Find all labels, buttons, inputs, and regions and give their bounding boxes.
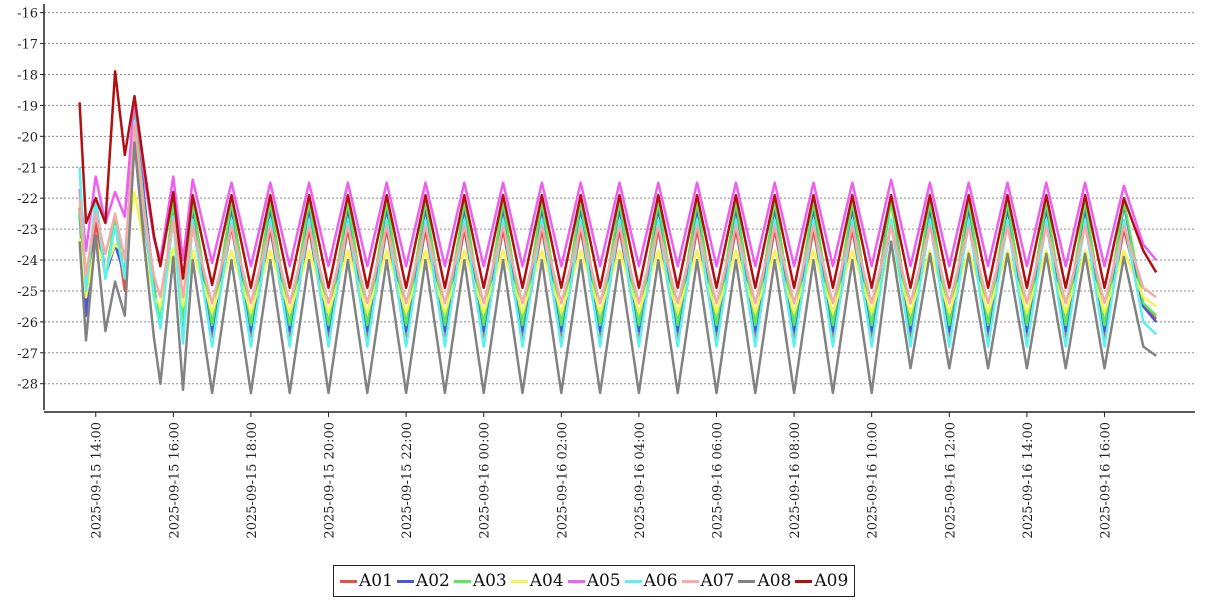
series-layer xyxy=(78,70,1158,395)
series-line-a08 xyxy=(78,141,1157,395)
y-tick-label: -27 xyxy=(17,347,38,362)
x-tick-label: 2025-09-15 20:00 xyxy=(323,422,338,539)
legend-swatch xyxy=(624,579,642,583)
x-tick-label: 2025-09-16 04:00 xyxy=(633,422,648,539)
legend-label: A08 xyxy=(757,571,792,591)
legend-swatch xyxy=(567,579,585,583)
legend-label: A07 xyxy=(700,571,735,591)
legend-swatch xyxy=(510,579,528,583)
y-tick-label: -16 xyxy=(17,7,38,22)
legend-label: A09 xyxy=(814,571,849,591)
legend-item-a07: A07 xyxy=(681,571,735,591)
y-tick-label: -25 xyxy=(17,285,38,300)
legend-swatch xyxy=(681,579,699,583)
legend-item-a05: A05 xyxy=(567,571,621,591)
x-tick-label: 2025-09-16 16:00 xyxy=(1098,422,1113,539)
legend-label: A05 xyxy=(586,571,621,591)
legend-label: A02 xyxy=(415,571,450,591)
y-tick-label: -23 xyxy=(17,223,38,238)
x-tick-label: 2025-09-16 00:00 xyxy=(478,422,493,539)
x-tick-label: 2025-09-16 06:00 xyxy=(710,422,725,539)
legend: A01 A02 A03 A04 A05 A06 A07 A08 A09 xyxy=(333,565,856,597)
legend-item-a01: A01 xyxy=(340,571,393,591)
x-tick-label: 2025-09-16 08:00 xyxy=(788,422,803,539)
legend-label: A03 xyxy=(472,571,507,591)
x-tick-label: 2025-09-15 22:00 xyxy=(400,422,415,539)
x-tick-label: 2025-09-16 12:00 xyxy=(943,422,958,539)
legend-label: A04 xyxy=(529,571,564,591)
legend-swatch xyxy=(738,579,756,583)
series-line-a09 xyxy=(78,70,1158,290)
legend-label: A06 xyxy=(643,571,678,591)
x-tick-label: 2025-09-15 18:00 xyxy=(245,422,260,539)
y-tick-label: -24 xyxy=(17,254,38,269)
legend-item-a09: A09 xyxy=(795,571,848,591)
legend-item-a06: A06 xyxy=(624,571,678,591)
legend-swatch xyxy=(340,579,357,583)
y-tick-label: -20 xyxy=(17,130,38,145)
x-tick-label: 2025-09-15 16:00 xyxy=(167,422,182,539)
series-line-a05 xyxy=(78,97,1158,268)
y-tick-label: -21 xyxy=(17,161,38,176)
legend-item-a02: A02 xyxy=(396,571,450,591)
y-tick-label: -28 xyxy=(17,378,38,393)
y-tick-label: -19 xyxy=(17,99,38,114)
x-tick-label: 2025-09-16 14:00 xyxy=(1021,422,1036,539)
x-tick-label: 2025-09-15 14:00 xyxy=(90,422,105,539)
x-tick-label: 2025-09-16 02:00 xyxy=(555,422,570,539)
x-tick-label: 2025-09-16 10:00 xyxy=(866,422,881,539)
y-tick-label: -18 xyxy=(17,68,38,83)
chart-canvas: -16 -17 -18 -19 -20 -21 -22 -23 -24 -25 -26 -27 -28 2… xyxy=(17,4,1195,539)
legend-item-a04: A04 xyxy=(510,571,564,591)
series-line-a07 xyxy=(78,122,1157,305)
legend-swatch xyxy=(396,579,414,583)
legend-swatch xyxy=(795,579,813,583)
axis-layer: -16 -17 -18 -19 -20 -21 -22 -23 -24 -25 -26 -27 -28 2… xyxy=(17,4,1195,539)
legend-item-a08: A08 xyxy=(738,571,791,591)
y-tick-label: -17 xyxy=(17,38,38,53)
y-tick-label: -22 xyxy=(17,192,38,207)
series-line-a06 xyxy=(78,119,1158,348)
y-tick-label: -26 xyxy=(17,316,38,331)
legend-item-a03: A03 xyxy=(453,571,507,591)
legend-swatch xyxy=(453,579,471,583)
legend-label: A01 xyxy=(359,571,393,591)
